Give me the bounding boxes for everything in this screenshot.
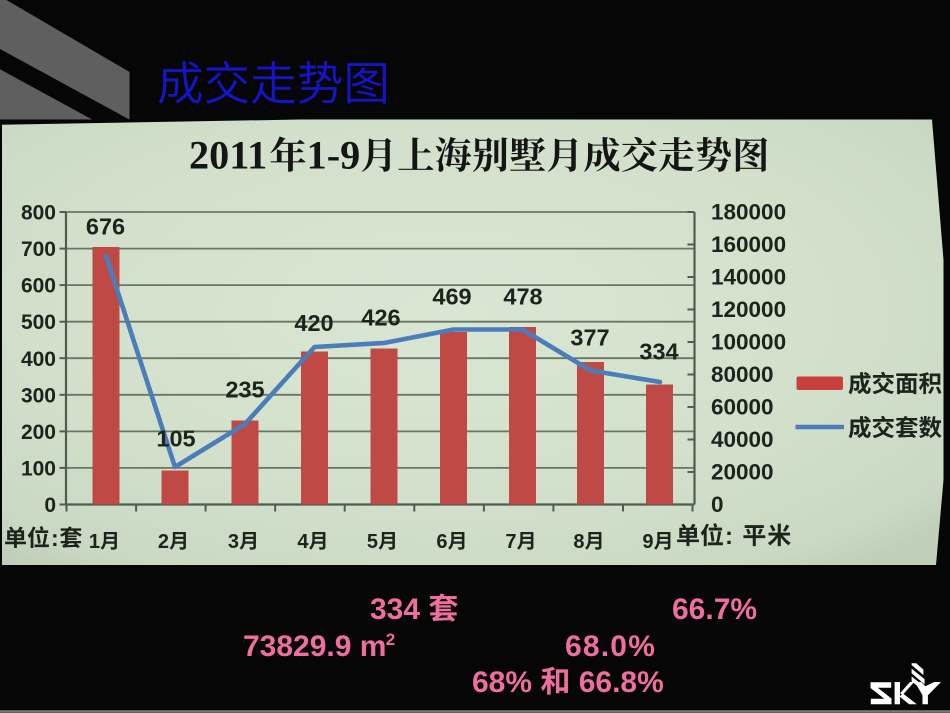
svg-text:700: 700 (21, 238, 56, 261)
svg-text:140000: 140000 (711, 265, 786, 290)
svg-text::: : (725, 523, 740, 550)
svg-text:800: 800 (21, 202, 56, 225)
svg-text:2: 2 (158, 531, 169, 553)
svg-text:469: 469 (432, 283, 471, 309)
svg-text:7: 7 (505, 531, 516, 553)
svg-text:66.8%: 66.8% (570, 666, 663, 699)
svg-text:66.7%: 66.7% (672, 593, 757, 626)
svg-text:1-9: 1-9 (307, 133, 361, 178)
svg-text:40000: 40000 (711, 427, 774, 452)
svg-text:500: 500 (21, 311, 56, 334)
svg-text:426: 426 (361, 304, 400, 330)
svg-text:200: 200 (21, 421, 56, 444)
svg-text:4: 4 (297, 531, 309, 553)
svg-text:20000: 20000 (711, 460, 774, 485)
svg-text::: : (51, 525, 59, 551)
svg-text:68.0%: 68.0% (565, 630, 656, 663)
svg-text:478: 478 (503, 283, 542, 309)
svg-text:m: m (360, 630, 387, 663)
svg-text:60000: 60000 (711, 395, 774, 420)
svg-text:0: 0 (711, 492, 724, 517)
svg-text:377: 377 (570, 324, 609, 350)
svg-text:235: 235 (225, 376, 264, 402)
svg-text:8: 8 (573, 531, 584, 553)
svg-text:600: 600 (21, 275, 56, 298)
svg-text:80000: 80000 (711, 362, 774, 387)
svg-text:0: 0 (44, 494, 56, 517)
svg-text:400: 400 (21, 348, 56, 371)
svg-text:2: 2 (386, 630, 395, 649)
svg-text:420: 420 (294, 310, 333, 336)
svg-text:68%: 68% (472, 666, 540, 699)
svg-text:1: 1 (89, 531, 100, 553)
svg-text:6: 6 (436, 531, 447, 553)
svg-text:9: 9 (642, 531, 653, 553)
svg-text:73829.9: 73829.9 (243, 630, 360, 663)
svg-text:100000: 100000 (711, 330, 786, 355)
svg-text:160000: 160000 (711, 232, 786, 257)
svg-text:334: 334 (639, 338, 678, 364)
svg-text:105: 105 (156, 425, 195, 451)
svg-text:334: 334 (370, 593, 428, 626)
svg-text:5: 5 (367, 531, 378, 553)
svg-text:120000: 120000 (711, 297, 786, 322)
svg-text:3: 3 (228, 531, 239, 553)
svg-text:180000: 180000 (711, 200, 786, 225)
svg-text:676: 676 (86, 213, 125, 239)
svg-text:100: 100 (21, 457, 56, 480)
svg-text:2011: 2011 (189, 133, 267, 178)
svg-text:300: 300 (21, 384, 56, 407)
